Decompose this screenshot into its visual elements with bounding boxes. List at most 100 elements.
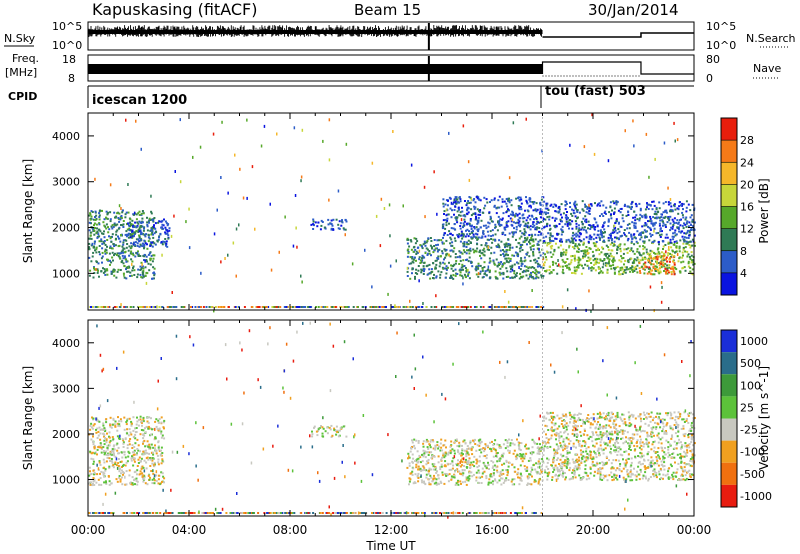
range-cell [414,460,417,462]
sparse-cell [171,291,173,294]
range-cell [612,258,615,261]
range-cell [571,208,573,211]
range-cell [497,458,500,461]
range-cell [322,427,325,430]
range-cell [101,242,104,245]
range-cell [501,217,504,220]
range-cell [519,479,522,482]
range-cell [126,270,129,273]
range-cell [443,482,446,485]
ground-scatter-cell [422,512,424,514]
range-cell [471,232,474,234]
range-cell [508,451,511,454]
range-cell [513,276,516,279]
ground-scatter-cell [206,512,209,514]
range-cell [142,270,145,272]
range-cell [146,420,149,423]
range-cell [601,260,604,262]
range-cell [466,269,468,272]
range-cell [109,259,111,262]
y-tick-label: 2000 [52,222,80,235]
range-cell [155,418,158,421]
range-cell [623,204,626,207]
sparse-cell [518,266,520,269]
range-cell [607,257,610,260]
range-cell [656,268,659,271]
range-cell [493,263,496,266]
range-cell [136,448,139,450]
range-cell [667,252,670,255]
range-cell [619,269,622,272]
range-cell [686,255,689,258]
range-cell [485,465,488,468]
range-cell [559,220,562,223]
range-cell [499,273,502,276]
range-cell [543,200,546,203]
range-cell [483,250,486,253]
range-cell [445,446,447,449]
range-cell [118,220,121,223]
range-cell [669,202,672,205]
range-cell [593,217,596,220]
y-tick-label: 4000 [52,130,80,143]
range-cell [662,202,665,205]
range-cell [92,463,95,465]
nsearch-tick-top: 10^5 [706,20,736,33]
range-cell [488,257,491,260]
range-cell [108,483,111,486]
range-cell [687,225,690,228]
sparse-cell [344,233,346,237]
range-cell [454,239,457,242]
range-cell [518,220,521,223]
range-cell [527,277,530,280]
range-cell [484,270,487,273]
ground-scatter-cell [486,512,489,514]
range-cell [130,459,133,462]
range-cell [556,272,559,275]
range-cell [675,233,678,236]
range-cell [500,240,503,243]
range-cell [664,215,667,218]
range-cell [133,479,135,482]
range-cell [159,232,162,235]
range-cell [591,250,594,253]
range-cell [465,476,468,479]
sparse-cell [246,196,248,200]
range-cell [92,417,95,420]
sparse-cell [511,218,514,222]
range-cell [588,235,591,238]
range-cell [487,234,490,237]
range-cell [136,244,139,247]
range-cell [507,449,510,452]
range-cell [475,226,478,229]
sparse-cell [448,253,450,257]
range-cell [651,273,654,276]
range-cell [675,268,678,271]
range-cell [505,243,508,246]
range-cell [507,215,510,218]
range-cell [649,272,652,275]
range-cell [586,248,589,251]
range-cell [546,244,549,247]
range-cell [517,253,520,256]
range-cell [553,250,556,253]
range-cell [134,431,137,434]
range-cell [111,224,114,227]
sparse-cell [387,292,389,296]
range-cell [528,273,531,276]
range-cell [532,277,535,280]
range-cell [620,255,623,258]
range-cell [475,476,478,479]
range-cell [586,207,589,210]
range-cell [445,475,448,477]
ground-scatter-cell [208,512,211,514]
range-cell [571,227,574,230]
range-cell [522,220,525,223]
range-cell [436,250,439,253]
range-cell [97,430,100,433]
range-cell [673,240,676,243]
range-cell [100,451,103,454]
range-cell [506,205,509,208]
range-cell [672,260,674,263]
range-cell [565,240,568,243]
